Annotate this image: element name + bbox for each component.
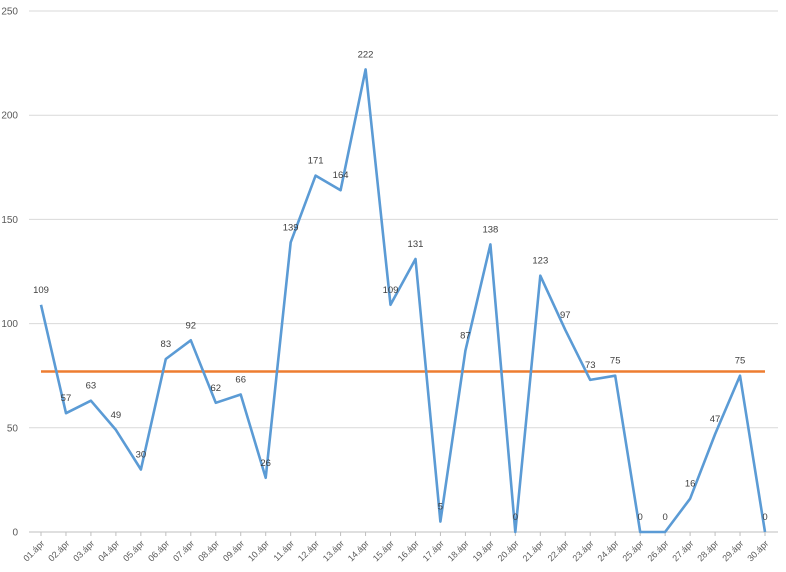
x-tick-label: 17.ápr	[421, 538, 446, 563]
x-tick-label: 18.ápr	[446, 538, 471, 563]
x-tick-label: 04.ápr	[96, 538, 121, 563]
x-tick-label: 08.ápr	[196, 538, 221, 563]
x-tick-label: 23.ápr	[571, 538, 596, 563]
x-tick-label: 01.ápr	[21, 538, 46, 563]
data-label: 83	[161, 339, 172, 350]
y-tick-label: 150	[1, 215, 18, 226]
data-label: 62	[210, 383, 221, 394]
x-tick-label: 20.ápr	[496, 538, 521, 563]
data-label: 109	[383, 285, 399, 296]
x-tick-label: 10.ápr	[246, 538, 271, 563]
series-line-daily	[39, 68, 767, 534]
data-label: 5	[438, 502, 443, 513]
data-label: 97	[560, 310, 571, 321]
x-tick-label: 02.ápr	[46, 538, 71, 563]
x-tick-label: 30.ápr	[745, 538, 770, 563]
x-tick-label: 13.ápr	[321, 538, 346, 563]
data-label: 73	[585, 360, 596, 371]
data-label: 131	[408, 239, 424, 250]
x-tick-label: 05.ápr	[121, 538, 146, 563]
data-label: 16	[685, 479, 696, 490]
x-tick-label: 28.ápr	[695, 538, 720, 563]
y-tick-label: 200	[1, 111, 18, 122]
data-label: 109	[33, 285, 49, 296]
data-label: 75	[735, 356, 746, 367]
x-tick-label: 19.ápr	[471, 538, 496, 563]
data-label: 0	[638, 512, 643, 523]
data-label: 57	[61, 393, 72, 404]
y-tick-label: 250	[1, 7, 18, 18]
x-tick-label: 16.ápr	[396, 538, 421, 563]
data-label: 164	[333, 170, 349, 181]
x-tick-label: 24.ápr	[595, 538, 620, 563]
data-label: 49	[111, 410, 122, 421]
y-tick-label: 0	[12, 528, 18, 539]
data-label: 30	[136, 449, 147, 460]
data-label: 75	[610, 356, 621, 367]
y-tick-label: 100	[1, 319, 18, 330]
data-label: 138	[482, 224, 498, 235]
x-tick-label: 09.ápr	[221, 538, 246, 563]
x-tick-label: 27.ápr	[670, 538, 695, 563]
x-tick-label: 21.ápr	[521, 538, 546, 563]
series-lines	[39, 68, 767, 534]
data-labels: 109 57 63 49 30 83 92 62 66 26 139 171 164 222 109 131 5…	[33, 49, 768, 523]
data-label: 63	[86, 381, 97, 392]
data-label: 0	[762, 512, 767, 523]
data-label: 222	[358, 49, 374, 60]
x-tick-label: 26.ápr	[645, 538, 670, 563]
x-tick-label: 14.ápr	[346, 538, 371, 563]
x-tick-label: 22.ápr	[546, 538, 571, 563]
data-label: 26	[260, 458, 271, 469]
data-label: 47	[710, 414, 721, 425]
x-axis: 01.ápr 02.ápr 03.ápr 04.ápr 05.ápr 06.ápr 07.á…	[21, 532, 770, 563]
data-label: 87	[460, 331, 471, 342]
data-label: 92	[186, 320, 197, 331]
data-label: 171	[308, 156, 324, 167]
y-axis: 0 50 100 150 200 250	[1, 7, 18, 539]
x-tick-label: 25.ápr	[620, 538, 645, 563]
data-label: 0	[662, 512, 667, 523]
data-label: 66	[235, 374, 246, 385]
x-tick-label: 06.ápr	[146, 538, 171, 563]
x-tick-label: 12.ápr	[296, 538, 321, 563]
x-tick-label: 07.ápr	[171, 538, 196, 563]
data-label: 139	[283, 222, 299, 233]
data-label: 0	[513, 512, 518, 523]
x-tick-label: 11.ápr	[271, 538, 296, 563]
x-tick-label: 29.ápr	[720, 538, 745, 563]
x-tick-label: 03.ápr	[71, 538, 96, 563]
x-tick-label: 15.ápr	[371, 538, 396, 563]
y-tick-label: 50	[7, 423, 19, 434]
data-label: 123	[532, 256, 548, 267]
